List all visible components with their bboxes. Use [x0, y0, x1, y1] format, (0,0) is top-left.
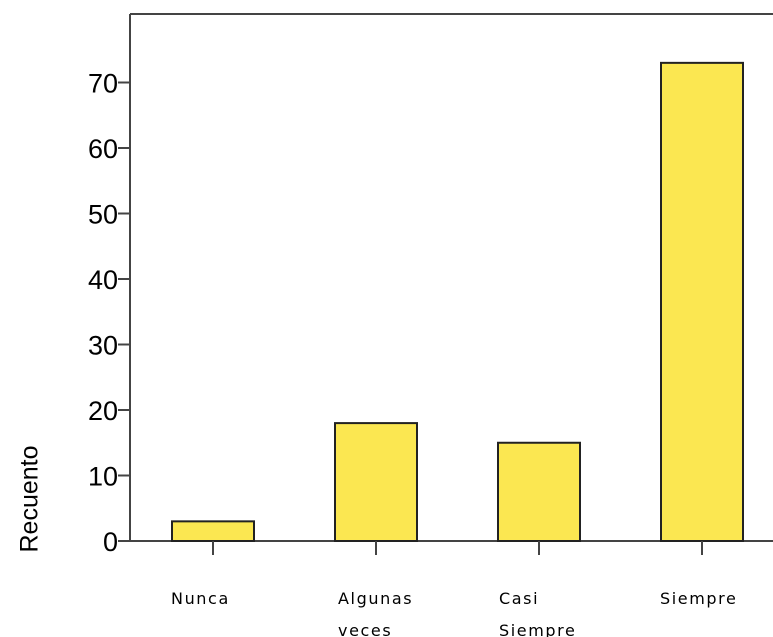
y-tick-label: 20 [88, 396, 118, 426]
bar [497, 441, 581, 542]
x-category-label: Siempre [660, 589, 737, 608]
y-tick-label: 0 [103, 527, 118, 557]
y-axis-ticks: 0 10 20 30 40 50 60 70 [88, 69, 130, 557]
bar [334, 422, 418, 543]
x-axis-labels: Nunca Algunas veces Casi Siempre Siempre [171, 589, 737, 637]
x-axis-ticks [212, 541, 703, 555]
y-tick-label: 10 [88, 462, 118, 492]
x-category-label: Algunas [338, 589, 413, 608]
x-category-label: Casi [499, 589, 539, 608]
y-tick-label: 50 [88, 200, 118, 230]
y-axis-title: Recuento [16, 445, 44, 552]
y-tick-label: 60 [88, 134, 118, 164]
x-category-label: Siempre [499, 621, 576, 637]
x-category-label: veces [338, 621, 392, 637]
bar [660, 61, 744, 542]
y-tick-label: 70 [88, 69, 118, 99]
y-tick-label: 30 [88, 331, 118, 361]
bars-group [171, 61, 744, 543]
y-tick-label: 40 [88, 265, 118, 295]
x-category-label: Nunca [171, 589, 230, 608]
bar [171, 520, 255, 542]
